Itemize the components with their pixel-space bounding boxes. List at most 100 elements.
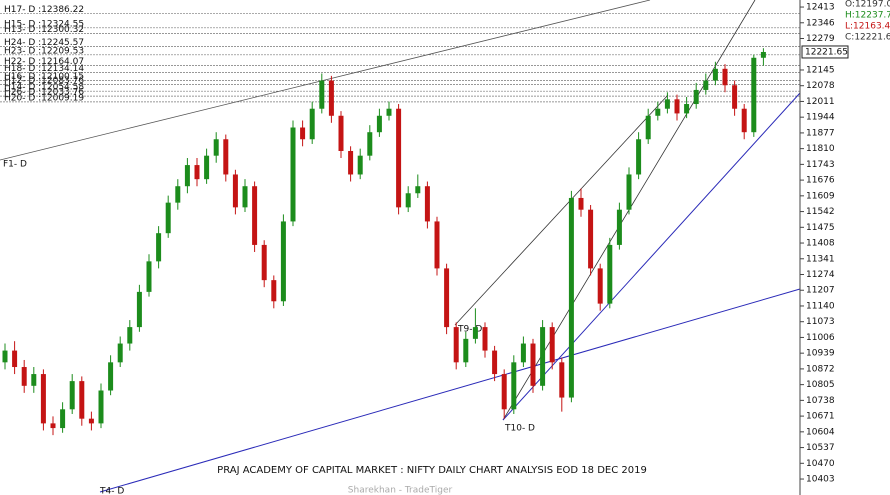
candle-body [386, 108, 392, 116]
y-tick-label: 11207 [806, 286, 835, 296]
level-label: H16- D :12100.15 [4, 72, 84, 82]
level-label: H20- D :12009.19 [4, 93, 84, 103]
candle-body [328, 80, 334, 116]
ohlc-info-item: C:12221.65 [845, 33, 890, 43]
y-tick-label: 10537 [806, 443, 835, 453]
candle-body [348, 150, 354, 175]
chart-title: PRAJ ACADEMY OF CAPITAL MARKET : NIFTY D… [217, 465, 647, 476]
candle-body [31, 374, 37, 386]
candle-body [636, 139, 642, 175]
level-label: H23- D :12209.53 [4, 46, 84, 56]
y-tick-label: 12145 [806, 65, 835, 75]
candle-body [12, 350, 18, 368]
candle-body [223, 139, 229, 175]
candle-body [127, 327, 133, 344]
y-tick-label: 12346 [806, 18, 835, 28]
candle-body [664, 99, 670, 109]
trendline-label: T9- D [457, 325, 482, 335]
y-tick-label: 11743 [806, 160, 835, 170]
last-price-label: 12221.65 [805, 47, 848, 57]
y-tick-label: 10470 [806, 459, 835, 469]
candle-body [549, 327, 555, 363]
candle-body [79, 381, 85, 419]
watermark: Sharekhan - TradeTiger [348, 486, 453, 495]
y-tick-label: 12011 [806, 97, 835, 107]
level-label: H26- D :12033.76 [4, 88, 84, 98]
candle-body [88, 418, 94, 424]
trendline-label: F1- D [3, 160, 27, 170]
candle-body [300, 127, 306, 140]
candle-body [434, 221, 440, 269]
level-label: H13- D :12300.32 [4, 25, 84, 35]
y-tick-label: 10939 [806, 349, 835, 359]
y-tick-label: 11609 [806, 191, 835, 201]
candle-body [684, 104, 690, 114]
candle-body [405, 193, 411, 208]
level-label: H18- D :12134.14 [4, 64, 84, 74]
last-price-box [801, 45, 849, 59]
level-label: H22- D :12164.07 [4, 57, 84, 67]
y-tick-label: 11140 [806, 301, 835, 311]
y-tick-label: 11408 [806, 239, 835, 249]
candle-body [453, 327, 459, 363]
candle-body [693, 89, 699, 105]
y-tick-label: 11810 [806, 144, 835, 154]
ohlc-info: O:12197.0H:12237.70L:12163.45C:12221.65 [845, 0, 890, 43]
candle-body [415, 186, 421, 194]
candle-body [367, 132, 373, 156]
candle-body [645, 115, 651, 140]
y-tick-label: 11542 [806, 207, 835, 217]
candle-body [21, 367, 27, 386]
trendline-f1 [0, 0, 651, 161]
y-tick-label: 11944 [806, 113, 835, 123]
trendline-label: T10- D [504, 424, 535, 434]
ohlc-info-item: L:12163.45 [845, 22, 890, 32]
candle-body [50, 423, 56, 429]
y-tick-label: 10671 [806, 412, 835, 422]
candle-body [117, 343, 123, 363]
candle-body [492, 350, 498, 375]
candle-body [559, 362, 565, 398]
candle-body [597, 268, 603, 304]
ohlc-info-item: H:12237.70 [845, 11, 890, 21]
candle-body [261, 244, 267, 281]
level-label: H17- D :12386.22 [4, 5, 84, 15]
candle-body [108, 362, 114, 391]
y-tick-label: 11073 [806, 317, 835, 327]
candle-body [280, 221, 286, 302]
trendline-label: T4- D [99, 487, 124, 495]
y-tick-label: 11676 [806, 176, 835, 186]
y-tick-label: 11006 [806, 333, 835, 343]
level-label: H12- D :12083.76 [4, 76, 84, 86]
level-label: H14- D :12054.58 [4, 83, 84, 93]
y-tick-label: 12078 [806, 81, 835, 91]
candle-body [530, 343, 536, 386]
candle-body [760, 51, 766, 58]
y-tick-label: 12279 [806, 34, 835, 44]
candle-body [712, 68, 718, 81]
candle-body [156, 233, 162, 262]
candle-body [482, 327, 488, 351]
candle-body [309, 108, 315, 140]
candle-body [463, 338, 469, 363]
y-tick-label: 11877 [806, 128, 835, 138]
candle-body [69, 381, 75, 410]
level-label: H24- D :12245.57 [4, 38, 84, 48]
trendline-t9 [454, 94, 669, 326]
y-tick-label: 11475 [806, 223, 835, 233]
candle-body [703, 80, 709, 90]
candle-body [376, 115, 382, 133]
y-tick-label: 11341 [806, 254, 835, 264]
candle-body [396, 108, 402, 208]
candle-body [568, 197, 574, 398]
candle-body [204, 155, 210, 180]
candle-body [444, 268, 450, 328]
candle-body [540, 327, 546, 386]
y-tick-label: 10604 [806, 427, 835, 437]
candle-body [40, 374, 46, 424]
candle-body [751, 57, 757, 133]
